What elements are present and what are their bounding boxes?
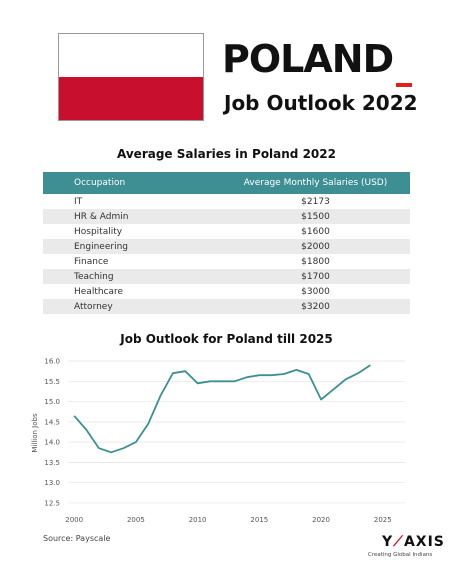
salary-table-header: Occupation Average Monthly Salaries (USD… xyxy=(43,172,410,194)
job-outlook-line-chart: 12.5 13.0 13.5 14.0 14.5 15.0 15.5 16.0 2000 2005… xyxy=(31,358,405,524)
x-tick-label: 2010 xyxy=(189,516,207,524)
y-axis-logo: Y⟋AXIS Creating Global Indians xyxy=(368,534,448,562)
y-tick-label: 15.5 xyxy=(44,378,60,386)
salary-cell: $2173 xyxy=(301,196,330,207)
occupation-cell: Teaching xyxy=(43,269,221,284)
occupation-cell: HR & Admin xyxy=(43,209,221,224)
flag-white-band xyxy=(59,34,203,77)
table-row: Finance $1800 xyxy=(43,254,410,269)
logo-wordmark: Y⟋AXIS xyxy=(382,534,445,550)
column-header-salary: Average Monthly Salaries (USD) xyxy=(243,178,388,188)
salary-cell: $3000 xyxy=(301,286,330,297)
table-row: Attorney $3200 xyxy=(43,299,410,314)
y-axis-label: Million Jobs xyxy=(31,413,39,453)
salary-cell: $3200 xyxy=(221,299,410,314)
table-row: HR & Admin $1500 xyxy=(43,209,410,224)
table-row: Engineering $2000 xyxy=(43,239,410,254)
salary-table-title: Average Salaries in Poland 2022 xyxy=(117,147,336,161)
table-row: Teaching $1700 xyxy=(43,269,410,284)
logo-tagline: Creating Global Indians xyxy=(368,552,433,558)
page-subtitle: Job Outlook 2022 xyxy=(224,91,418,115)
occupation-cell: Attorney xyxy=(43,299,221,314)
column-header-occupation: Occupation xyxy=(74,178,126,188)
occupation-cell: Hospitality xyxy=(74,226,123,237)
x-tick-label: 2015 xyxy=(250,516,268,524)
poland-flag xyxy=(58,33,204,121)
flag-red-band xyxy=(59,77,203,120)
salary-table: Occupation Average Monthly Salaries (USD… xyxy=(43,172,410,314)
y-tick-label: 14.0 xyxy=(44,439,60,447)
x-tick-label: 2005 xyxy=(127,516,145,524)
x-tick-label: 2000 xyxy=(65,516,83,524)
table-row: Hospitality $1600 xyxy=(43,224,410,239)
table-row: Healthcare $3000 xyxy=(43,284,410,299)
country-title: POLAND xyxy=(222,37,394,81)
occupation-cell: Engineering xyxy=(43,239,221,254)
salary-cell: $1700 xyxy=(221,269,410,284)
salary-cell: $2000 xyxy=(221,239,410,254)
y-tick-label: 15.0 xyxy=(44,398,60,406)
y-tick-label: 13.5 xyxy=(44,459,60,467)
y-tick-label: 14.5 xyxy=(44,418,60,426)
y-tick-label: 13.0 xyxy=(44,479,60,487)
y-tick-label: 16.0 xyxy=(44,358,60,366)
salary-cell: $1500 xyxy=(221,209,410,224)
x-tick-label: 2025 xyxy=(374,516,392,524)
x-tick-label: 2020 xyxy=(312,516,330,524)
salary-cell: $1800 xyxy=(301,256,330,267)
job-series-line xyxy=(73,364,371,454)
occupation-cell: Finance xyxy=(74,256,109,267)
salary-cell: $1600 xyxy=(301,226,330,237)
occupation-cell: IT xyxy=(74,196,83,207)
source-note: Source: Payscale xyxy=(43,534,111,543)
title-accent-bar xyxy=(396,83,412,87)
occupation-cell: Healthcare xyxy=(74,286,124,297)
table-row: IT $2173 xyxy=(43,194,410,209)
chart-title: Job Outlook for Poland till 2025 xyxy=(120,332,333,346)
y-tick-label: 12.5 xyxy=(44,499,60,507)
